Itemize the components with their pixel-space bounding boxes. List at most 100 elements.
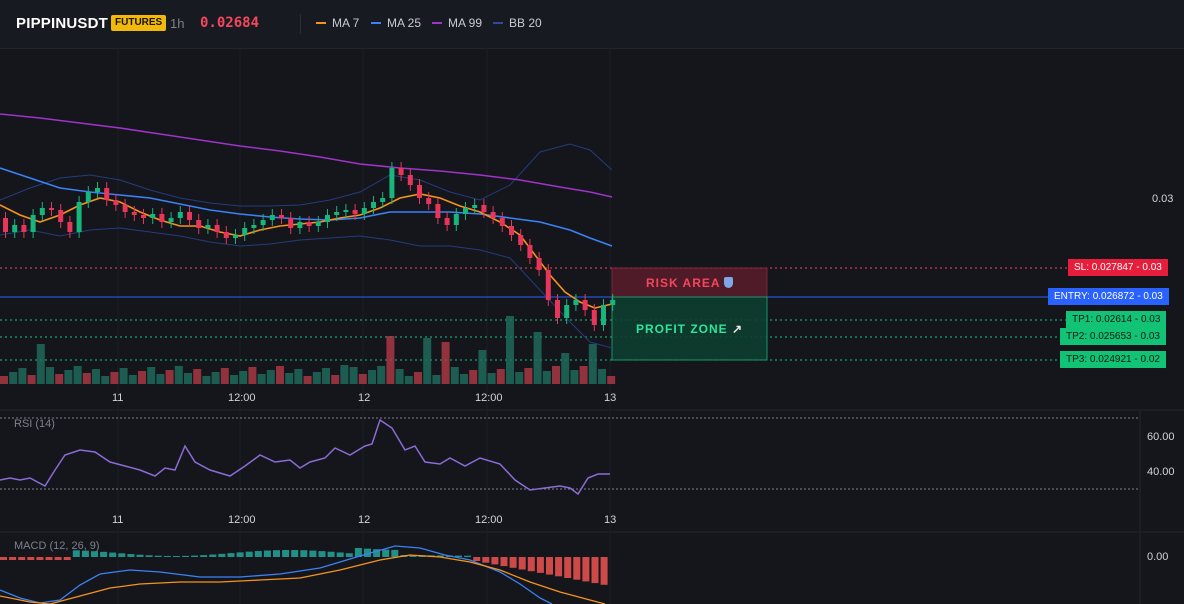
volume-bar	[588, 344, 597, 384]
volume-bar	[55, 374, 64, 384]
macd-bar	[254, 551, 262, 557]
legend-ma7[interactable]: MA 7	[316, 16, 359, 30]
volume-bar	[0, 376, 8, 384]
macd-bar	[318, 551, 326, 557]
candle-body	[12, 225, 18, 232]
entry-tag[interactable]: ENTRY: 0.026872 - 0.03	[1048, 288, 1169, 305]
volume-bars	[0, 316, 616, 384]
rsi-pane-title[interactable]: RSI (14)	[14, 418, 55, 430]
tp1-tag[interactable]: TP1: 0.02614 - 0.03	[1066, 311, 1167, 328]
macd-bar	[36, 557, 44, 560]
macd-bar	[345, 553, 353, 557]
rocket-icon: ↗	[732, 322, 744, 336]
volume-bar	[18, 368, 27, 384]
macd-bar	[509, 557, 517, 568]
volume-bar	[515, 372, 524, 384]
profit-zone-text: PROFIT ZONE	[636, 322, 728, 336]
volume-bar	[285, 373, 294, 384]
candle-body	[104, 188, 110, 200]
volume-bar	[395, 369, 404, 384]
shield-icon	[724, 277, 734, 288]
macd-bar	[327, 551, 335, 557]
candlesticks[interactable]	[3, 162, 616, 331]
candle-body	[269, 215, 275, 220]
legend-bb20[interactable]: BB 20	[493, 16, 542, 30]
macd-bar	[9, 557, 17, 560]
volume-bar	[349, 367, 358, 384]
volume-bar	[460, 374, 468, 384]
macd-bar	[209, 554, 217, 557]
rsi-time-label-1: 11	[112, 514, 123, 526]
macd-bar	[81, 550, 89, 557]
volume-bar	[239, 371, 248, 384]
tp3-tag-text: TP3: 0.024921	[1066, 354, 1132, 365]
timeframe-selector[interactable]: 1h	[170, 16, 185, 31]
candle-body	[435, 204, 441, 218]
volume-bar	[82, 373, 91, 384]
rsi-time-label-4: 12:00	[475, 514, 503, 526]
time-label-5: 13	[604, 392, 616, 404]
candle-body	[582, 300, 588, 310]
ma99-line	[0, 113, 613, 198]
macd-bar	[591, 557, 599, 584]
macd-bar	[555, 557, 563, 577]
macd-bar	[354, 547, 362, 557]
candle-body	[564, 305, 570, 318]
volume-bar	[92, 369, 100, 384]
volume-bar	[552, 366, 560, 384]
legend-ma99[interactable]: MA 99	[432, 16, 482, 30]
macd-signal-line	[0, 554, 606, 604]
time-label-1: 11	[112, 392, 123, 404]
candle-body	[131, 212, 137, 215]
macd-bar	[191, 555, 199, 557]
chart-header: PIPPINUSDT FUTURES 1h 0.02684 MA 7 MA 25…	[0, 0, 1184, 49]
macd-bar	[118, 553, 126, 557]
candle-body	[85, 192, 91, 202]
candle-body	[168, 218, 174, 222]
volume-bar	[294, 369, 303, 384]
candle-body	[389, 168, 395, 198]
macd-bar	[236, 552, 244, 557]
sl-tag-text: SL: 0.027847	[1074, 262, 1134, 273]
volume-bar	[441, 342, 450, 384]
macd-bar	[127, 554, 135, 557]
macd-bar	[582, 557, 590, 582]
symbol-name[interactable]: PIPPINUSDT	[16, 15, 109, 32]
macd-bar	[172, 555, 180, 557]
macd-bar	[373, 549, 381, 557]
volume-bar	[542, 371, 551, 384]
macd-bar	[200, 555, 208, 557]
tp3-tag[interactable]: TP3: 0.024921 - 0.02	[1060, 351, 1166, 368]
macd-bar	[163, 555, 171, 557]
tp2-tag[interactable]: TP2: 0.025653 - 0.03	[1060, 328, 1166, 345]
volume-bar	[340, 365, 349, 384]
volume-bar	[561, 353, 570, 384]
sl-axis-value: 0.03	[1142, 262, 1162, 273]
rsi-time-label-3: 12	[358, 514, 370, 526]
legend-ma25[interactable]: MA 25	[371, 16, 421, 30]
sl-tag[interactable]: SL: 0.027847 - 0.03	[1068, 259, 1168, 276]
volume-bar	[193, 369, 202, 384]
candle-body	[490, 212, 496, 218]
macd-pane-title[interactable]: MACD (12, 26, 9)	[14, 540, 100, 552]
macd-bar	[0, 557, 7, 560]
macd-bar	[218, 553, 226, 557]
macd-bar	[518, 557, 526, 570]
volume-bar	[607, 376, 616, 384]
time-label-3: 12	[358, 392, 370, 404]
volume-bar	[579, 366, 588, 384]
macd-bar	[536, 557, 544, 573]
candle-body	[297, 222, 303, 228]
macd-bar	[336, 552, 344, 557]
volume-bar	[46, 367, 54, 384]
candle-body	[518, 235, 524, 245]
volume-bar	[404, 376, 413, 384]
profit-zone[interactable]	[611, 296, 768, 361]
candle-body	[113, 200, 119, 205]
volume-bar	[377, 366, 386, 384]
header-divider	[300, 14, 301, 34]
volume-bar	[165, 370, 174, 384]
candle-body	[315, 222, 321, 226]
macd-bar	[100, 551, 108, 557]
